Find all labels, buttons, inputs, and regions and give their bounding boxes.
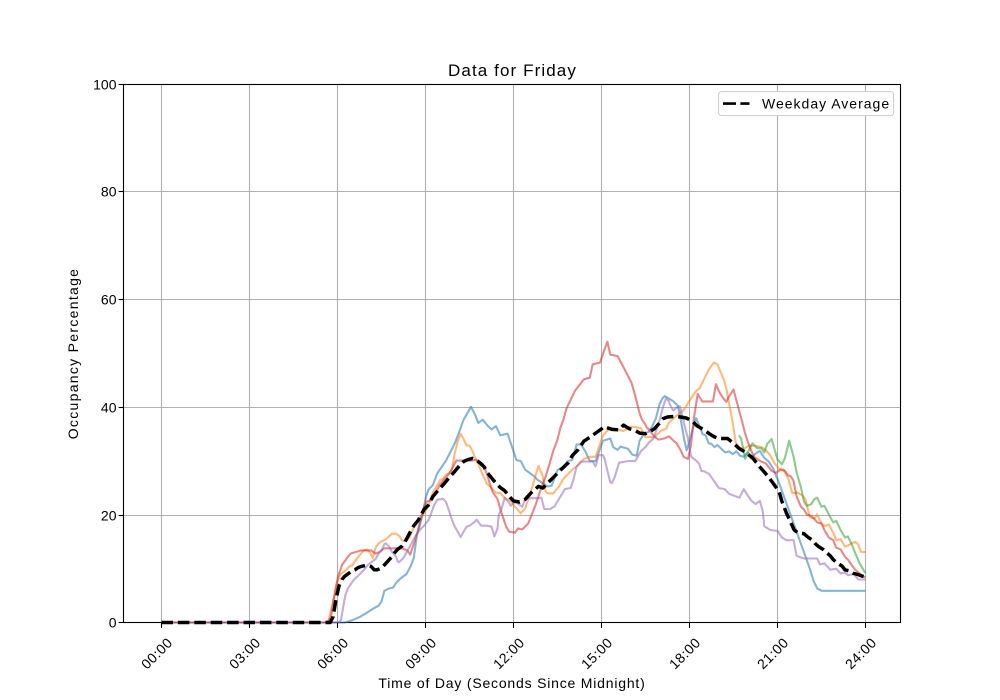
svg-text:Occupancy Percentage: Occupancy Percentage [65, 268, 81, 440]
svg-text:Weekday Average: Weekday Average [762, 96, 890, 112]
svg-text:Time of Day (Seconds Since Mid: Time of Day (Seconds Since Midnight) [378, 675, 645, 691]
svg-text:100: 100 [93, 77, 117, 93]
svg-text:60: 60 [101, 292, 117, 308]
svg-text:0: 0 [109, 615, 117, 631]
svg-text:80: 80 [101, 184, 117, 200]
svg-text:20: 20 [101, 508, 117, 524]
svg-text:40: 40 [101, 400, 117, 416]
svg-text:Data for Friday: Data for Friday [448, 61, 577, 80]
